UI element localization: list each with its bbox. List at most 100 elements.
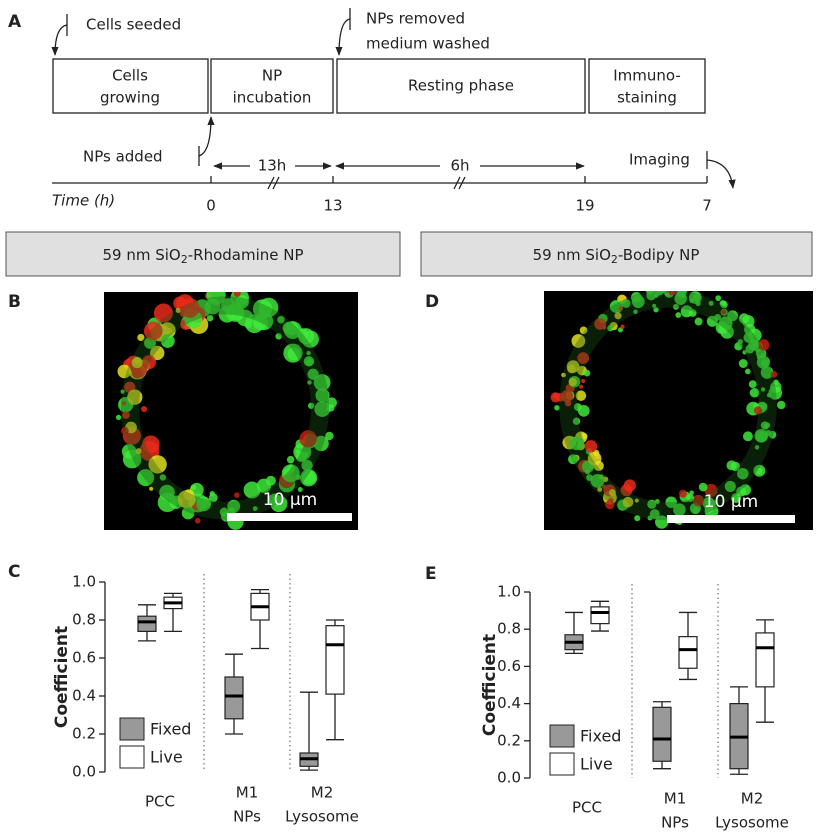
fluorescent-spot: [325, 431, 334, 441]
scale-bar-label: 10 µm: [704, 492, 758, 512]
fluorescent-spot: [760, 387, 766, 392]
fluorescent-spot: [760, 421, 769, 430]
fluorescent-spot: [748, 328, 762, 343]
fluorescent-spot: [301, 330, 319, 348]
fluorescent-spot: [244, 321, 252, 329]
fluorescent-spot: [571, 334, 586, 348]
fluorescent-spot: [283, 343, 303, 363]
fluorescent-spot: [750, 339, 758, 346]
box: [224, 676, 244, 720]
fluorescent-spot: [287, 464, 296, 473]
fluorescent-spot: [614, 312, 622, 320]
fluorescent-spot: [572, 417, 581, 425]
fluorescent-spot: [115, 414, 122, 421]
legend-label: Fixed: [580, 727, 621, 746]
phase-label: growing: [100, 89, 160, 107]
y-tick-label: 0.4: [497, 694, 521, 712]
fluorescent-spot: [665, 496, 677, 508]
legend-swatch: [549, 724, 575, 748]
fluorescent-spot: [727, 310, 738, 322]
fluorescent-spot: [647, 515, 653, 521]
arrow: [51, 24, 68, 56]
fluorescent-spot: [755, 467, 763, 475]
fluorescent-spot: [252, 506, 258, 512]
x-tick-label: M2: [741, 790, 764, 808]
fluorescent-spot: [590, 473, 605, 488]
phase-label: staining: [617, 89, 677, 107]
banner-text: 59 nm SiO2-Bodipy NP: [533, 246, 700, 267]
scale-bar: [227, 513, 352, 521]
panel-label: B: [8, 292, 21, 312]
fluorescent-spot: [286, 455, 295, 464]
fluorescent-spot: [708, 300, 714, 306]
x-tick-label: NPs: [233, 808, 261, 826]
fluorescent-spot: [295, 474, 301, 480]
fluorescent-spot: [760, 352, 767, 359]
fluorescent-spot: [719, 300, 727, 307]
fluorescent-spot: [757, 339, 770, 351]
fluorescent-spot: [556, 392, 565, 402]
phase-label: incubation: [233, 89, 312, 107]
fluorescent-spot: [255, 319, 261, 324]
fluorescent-spot: [575, 390, 587, 401]
fluorescent-spot: [304, 469, 314, 478]
fluorescent-spot: [305, 358, 313, 366]
y-axis-label: Coefficient: [480, 634, 500, 736]
fluorescent-spot: [581, 432, 588, 440]
fluorescent-spot: [326, 406, 331, 412]
fluorescent-spot: [768, 386, 783, 400]
fluorescent-spot: [127, 389, 143, 405]
fluorescent-spot: [122, 449, 142, 469]
fluorescent-spot: [738, 359, 748, 368]
fluorescent-spot: [634, 498, 639, 503]
fluorescent-spot: [633, 309, 638, 315]
fluorescent-spot: [252, 299, 273, 319]
y-tick-label: 1.0: [497, 583, 521, 601]
fluorescent-spot: [579, 326, 588, 335]
fluorescent-spot: [142, 435, 160, 453]
fluorescent-spot: [561, 372, 566, 378]
y-tick-label: 0.4: [72, 687, 96, 705]
y-tick-label: 1.0: [72, 573, 96, 591]
fluorescent-spot: [137, 333, 145, 342]
legend-label: Live: [580, 755, 613, 774]
fluorescent-spot: [622, 496, 634, 508]
fluorescent-spot: [730, 461, 741, 472]
fluorescent-spot: [754, 445, 760, 450]
fluorescent-spot: [297, 487, 303, 492]
fluorescent-spot: [617, 327, 624, 333]
fluorescent-spot: [653, 307, 659, 313]
fluorescent-spot: [742, 431, 753, 442]
fluorescent-spot: [745, 344, 755, 354]
fluorescent-spot: [692, 494, 704, 507]
fluorescent-spot: [652, 303, 657, 308]
fluorescent-spot: [121, 426, 129, 435]
fluorescent-spot: [678, 489, 687, 498]
cytoplasm-glow: [121, 296, 329, 520]
panel-label: D: [425, 292, 439, 312]
annotation: Imaging: [629, 151, 690, 169]
fluorescent-spot: [742, 350, 747, 355]
tick-label: 0: [206, 197, 216, 215]
fluorescent-spot: [160, 334, 175, 348]
cytoplasm-glow: [559, 291, 777, 521]
annotation: NPs removed: [366, 10, 465, 28]
fluorescent-spot: [194, 517, 201, 524]
fluorescent-spot: [748, 380, 757, 389]
fluorescent-spot: [149, 486, 154, 491]
fluorescent-spot: [587, 451, 602, 466]
fluorescent-spot: [710, 499, 717, 506]
tick-label: 19: [575, 197, 594, 215]
fluorescent-spot: [206, 292, 226, 305]
fluorescent-spot: [673, 503, 686, 517]
fluorescent-spot: [634, 515, 641, 522]
fluorescent-spot: [754, 428, 769, 443]
fluorescent-spot: [181, 506, 195, 520]
fluorescent-spot: [677, 291, 688, 294]
fluorescent-spot: [654, 293, 659, 298]
scale-bar-label: 10 µm: [263, 490, 317, 510]
y-tick-label: 0.0: [497, 769, 521, 787]
annotation: NPs added: [83, 148, 163, 166]
phase-label: Immuno-: [613, 67, 681, 85]
fluorescent-spot: [270, 495, 288, 513]
